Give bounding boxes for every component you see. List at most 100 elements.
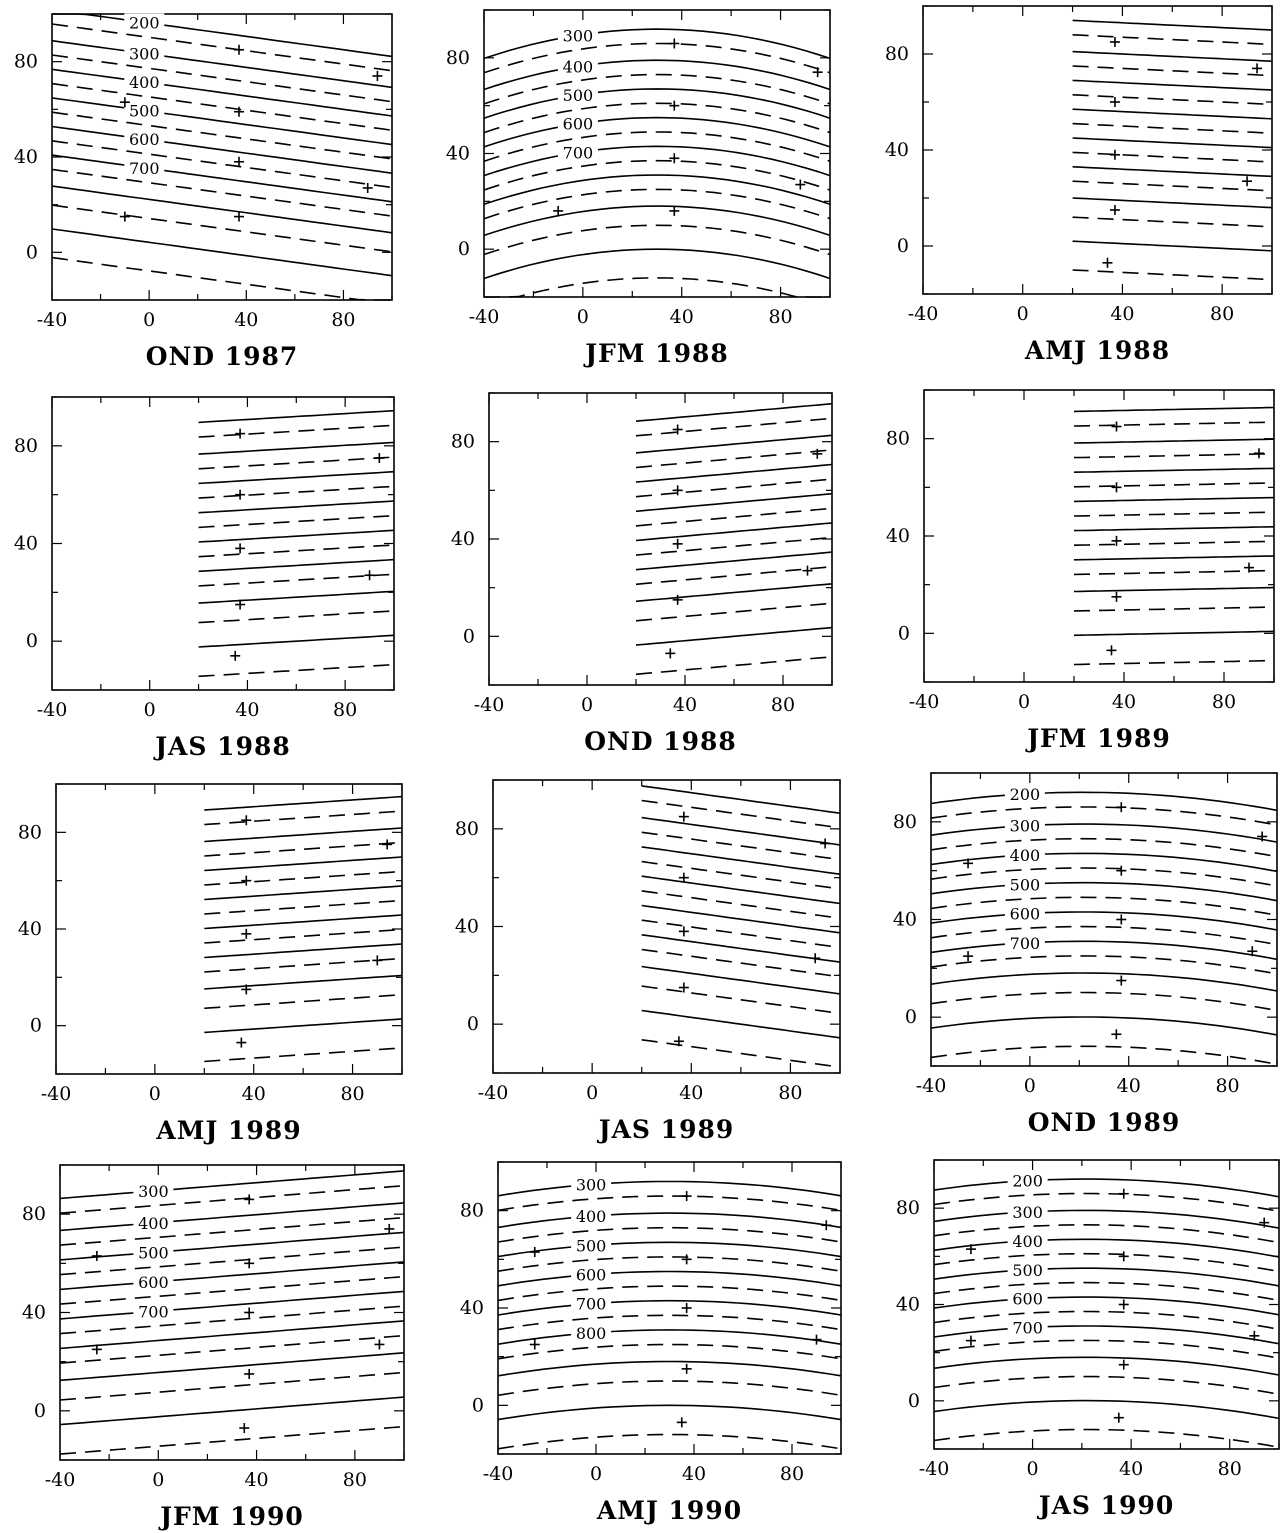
x-tick-label: 40 <box>1117 1075 1141 1097</box>
x-tick-label: 40 <box>235 699 259 721</box>
contour-label: 500 <box>1010 875 1041 894</box>
contour-line <box>930 867 1278 887</box>
contour-line <box>933 1310 1280 1331</box>
contour-label: 200 <box>1012 1172 1043 1191</box>
contour-line <box>51 140 393 189</box>
x-tick-label: 40 <box>1110 303 1134 325</box>
y-tick-label: 80 <box>886 428 910 450</box>
y-tick-label: 0 <box>26 630 38 652</box>
contour-line <box>635 434 833 454</box>
contour-line <box>51 168 393 217</box>
contour-line <box>635 449 833 469</box>
contour-line <box>497 1329 842 1345</box>
contour-line <box>59 1320 405 1350</box>
y-tick-label: 40 <box>451 528 475 550</box>
panel-ond-1987: -40 0 40 80 0 40 80 OND 1987 200 300 400 500 600 700 <box>14 13 393 371</box>
panel-jfm-1990: -40 0 40 80 0 40 80 JFM 1990 300 400 500 600 700 <box>22 1164 405 1531</box>
contour-line <box>483 159 831 191</box>
contour-line <box>497 1433 842 1450</box>
contour-label-bg <box>124 158 165 177</box>
panel-title: JFM 1988 <box>583 339 729 368</box>
x-tick-label: 40 <box>1119 1458 1143 1480</box>
x-tick-label: 40 <box>679 1082 703 1104</box>
y-tick-label: 0 <box>30 1015 42 1037</box>
contour-line <box>204 870 403 886</box>
contour-line <box>483 188 831 220</box>
contour-line <box>1072 122 1273 134</box>
contour-line <box>204 957 403 973</box>
contour-label-bg <box>1004 816 1045 835</box>
contour-line <box>497 1314 842 1331</box>
contour-label-bg <box>1004 933 1045 952</box>
contour-line <box>198 544 395 558</box>
x-tick-label: 0 <box>1017 303 1029 325</box>
x-tick-label: 40 <box>234 309 258 331</box>
x-tick-label: 80 <box>343 1469 367 1491</box>
contour-line <box>198 663 395 678</box>
contour-label: 400 <box>1010 846 1041 865</box>
x-tick-label: 40 <box>244 1469 268 1491</box>
contour-line <box>204 856 403 872</box>
contour-line <box>59 1352 405 1382</box>
contour-line <box>930 1016 1278 1036</box>
x-tick-label: 40 <box>673 694 697 716</box>
contour-line <box>933 1209 1280 1229</box>
contour-label-bg <box>1007 1260 1048 1279</box>
contour-line <box>1073 630 1275 637</box>
contour-line <box>635 478 833 498</box>
contour-line <box>1072 34 1273 46</box>
contour-line <box>204 841 403 857</box>
y-tick-label: 0 <box>26 241 38 263</box>
contour-line <box>933 1281 1280 1302</box>
y-tick-label: 40 <box>896 1294 920 1316</box>
contour-line <box>483 88 831 119</box>
contour-line <box>59 1202 405 1232</box>
contour-label-bg <box>124 130 165 149</box>
contour-line <box>483 174 831 206</box>
contour-line <box>59 1170 405 1200</box>
contour-label: 500 <box>138 1243 169 1262</box>
y-tick-label: 80 <box>14 435 38 457</box>
contour-line <box>59 1275 405 1305</box>
contour-label: 700 <box>129 159 160 178</box>
contour-line <box>1073 467 1275 473</box>
x-tick-label: 40 <box>242 1083 266 1105</box>
contour-line <box>933 1192 1280 1212</box>
contour-label: 700 <box>138 1302 169 1321</box>
y-tick-label: 40 <box>14 146 38 168</box>
contour-label-bg <box>1004 904 1045 923</box>
contour-line <box>641 965 841 995</box>
contour-label-bg <box>571 1294 612 1313</box>
contour-label-bg <box>557 143 598 162</box>
contour-line <box>204 827 403 843</box>
contour-label-bg <box>133 1302 174 1321</box>
contour-line <box>204 974 403 990</box>
panel-jas-1990: -40 0 40 80 0 40 80 JAS 1990 200 300 400 500 600 700 <box>896 1159 1280 1520</box>
contour-label: 300 <box>1012 1203 1043 1222</box>
x-tick-label: -40 <box>483 1463 514 1485</box>
x-tick-label: 0 <box>590 1463 602 1485</box>
contour-line <box>198 424 395 438</box>
contour-line <box>933 1399 1280 1420</box>
contour-line <box>635 522 833 542</box>
contour-line <box>1072 94 1273 106</box>
y-tick-label: 40 <box>14 533 38 555</box>
x-tick-label: -40 <box>919 1458 950 1480</box>
contour-line <box>1073 438 1275 444</box>
contour-line <box>1073 586 1275 593</box>
x-tick-label: 0 <box>1027 1458 1039 1480</box>
contour-label-bg <box>124 72 165 91</box>
contour-line <box>497 1212 842 1229</box>
contour-line <box>483 28 831 60</box>
contour-line <box>641 1009 841 1039</box>
contour-label: 600 <box>1012 1290 1043 1309</box>
contour-line <box>635 656 833 676</box>
contour-line <box>204 914 403 930</box>
contour-label: 400 <box>576 1207 607 1226</box>
panel-title: JAS 1989 <box>597 1115 735 1144</box>
x-tick-label: 0 <box>586 1082 598 1104</box>
contour-label: 600 <box>1010 905 1041 924</box>
contour-label: 200 <box>129 13 160 32</box>
panel-ond-1988: -40 0 40 80 0 40 80 OND 1988 <box>451 392 833 756</box>
